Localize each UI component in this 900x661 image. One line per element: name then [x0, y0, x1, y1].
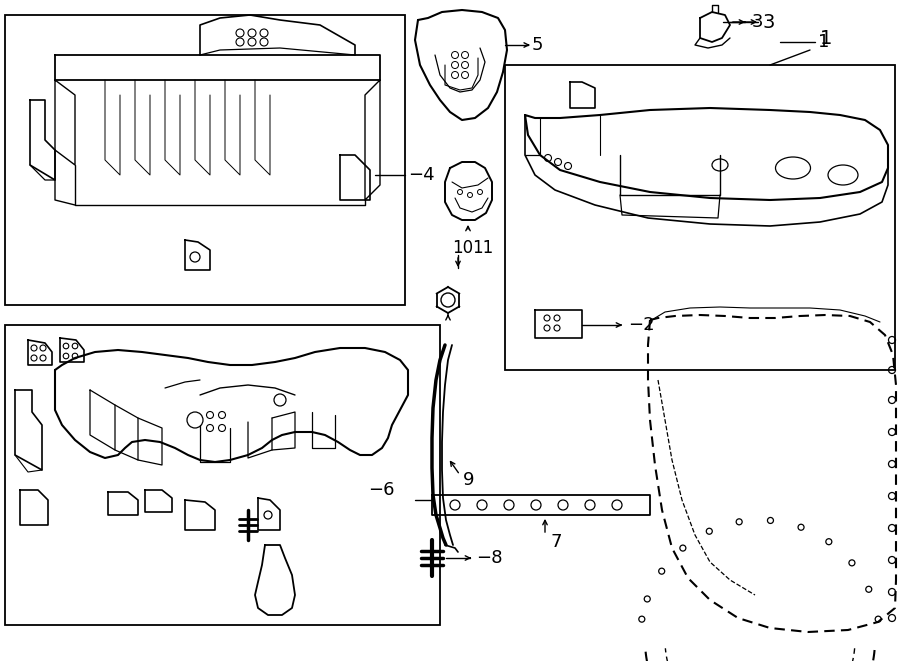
Text: −8: −8 — [476, 549, 502, 567]
Bar — [5, 15, 405, 305]
Text: 9: 9 — [463, 471, 474, 489]
Text: 1: 1 — [820, 28, 832, 48]
Text: −2: −2 — [628, 316, 654, 334]
Text: 11: 11 — [472, 239, 493, 257]
Text: 5: 5 — [532, 36, 544, 54]
Text: 3: 3 — [762, 13, 774, 32]
Text: 1: 1 — [818, 33, 830, 51]
Text: 10: 10 — [452, 239, 473, 257]
Text: 7: 7 — [551, 533, 562, 551]
Bar — [5, 325, 440, 625]
Text: −4: −4 — [408, 166, 435, 184]
Bar — [505, 65, 895, 370]
Text: −6: −6 — [368, 481, 395, 499]
Text: 3: 3 — [752, 13, 763, 31]
